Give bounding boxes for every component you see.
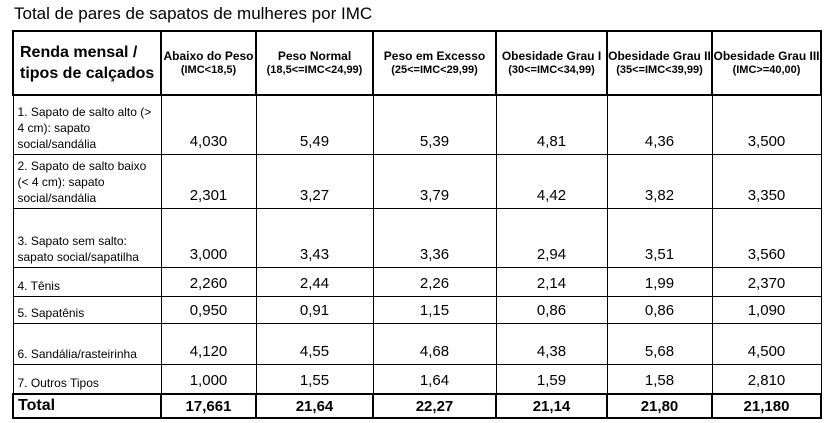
column-range: (35<=IMC<39,99) [616, 64, 703, 76]
table-cell: 5,49 [255, 94, 374, 155]
table-cell: 3,82 [606, 154, 713, 209]
table-cell: 3,000 [160, 208, 257, 268]
table-cell: 0,86 [606, 296, 713, 324]
table-row: 5. Sapatênis 0,950 0,91 1,15 0,86 0,86 1… [12, 296, 822, 324]
row-label-header: Renda mensal / tipos de calçados [12, 30, 162, 96]
table-cell: 3,350 [711, 154, 822, 209]
row-label: 6. Sandália/rasteirinha [12, 323, 162, 365]
table-row: 6. Sandália/rasteirinha 4,120 4,55 4,68 … [12, 323, 822, 365]
table-cell: 4,500 [711, 323, 822, 365]
total-cell: 22,27 [372, 393, 497, 419]
table-cell: 2,14 [495, 267, 608, 297]
total-cell: 21,180 [711, 393, 822, 419]
table-cell: 1,58 [606, 364, 713, 395]
table-cell: 1,59 [495, 364, 608, 395]
table-cell: 1,64 [372, 364, 497, 395]
row-label: 4. Tênis [12, 267, 162, 297]
column-header: Obesidade Grau II (35<=IMC<39,99) [606, 30, 713, 96]
table-row: 3. Sapato sem salto: sapato social/sapat… [12, 208, 822, 268]
table-row: 4. Tênis 2,260 2,44 2,26 2,14 1,99 2,370 [12, 267, 822, 297]
row-label: 5. Sapatênis [12, 296, 162, 324]
table-cell: 2,44 [255, 267, 374, 297]
column-name: Peso em Excesso [383, 49, 486, 63]
table-cell: 2,301 [160, 154, 257, 209]
column-header: Obesidade Grau I (30<=IMC<34,99) [495, 30, 608, 96]
table-row: 2. Sapato de salto baixo (< 4 cm): sapat… [12, 154, 822, 209]
table-cell: 3,43 [255, 208, 374, 268]
table-cell: 3,27 [255, 154, 374, 209]
table-cell: 1,99 [606, 267, 713, 297]
table-cell: 3,36 [372, 208, 497, 268]
column-name: Peso Normal [277, 49, 352, 63]
row-label: 7. Outros Tipos [12, 364, 162, 395]
table-cell: 3,500 [711, 94, 822, 155]
table-cell: 2,94 [495, 208, 608, 268]
column-header: Obesidade Grau III (IMC>=40,00) [711, 30, 822, 96]
table-cell: 1,55 [255, 364, 374, 395]
column-header: Abaixo do Peso (IMC<18,5) [160, 30, 257, 96]
table-cell: 4,36 [606, 94, 713, 155]
column-range: (IMC<18,5) [180, 64, 237, 76]
total-cell: 21,80 [606, 393, 713, 419]
column-header: Peso Normal (18,5<=IMC<24,99) [255, 30, 374, 96]
column-range: (25<=IMC<29,99) [391, 64, 478, 76]
column-range: (18,5<=IMC<24,99) [266, 64, 363, 76]
row-label: 3. Sapato sem salto: sapato social/sapat… [12, 208, 162, 268]
table-cell: 2,370 [711, 267, 822, 297]
column-range: (IMC>=40,00) [732, 64, 801, 76]
total-cell: 17,661 [160, 393, 257, 419]
table-row: 7. Outros Tipos 1,000 1,55 1,64 1,59 1,5… [12, 364, 822, 395]
table-cell: 2,810 [711, 364, 822, 395]
column-name: Abaixo do Peso [163, 49, 254, 63]
table-cell: 4,81 [495, 94, 608, 155]
table-cell: 1,15 [372, 296, 497, 324]
table-cell: 4,120 [160, 323, 257, 365]
table-title: Total de pares de sapatos de mulheres po… [14, 4, 373, 23]
total-row: Total 17,661 21,64 22,27 21,14 21,80 21,… [12, 393, 822, 419]
table-cell: 4,38 [495, 323, 608, 365]
table-cell: 3,79 [372, 154, 497, 209]
table-cell: 4,030 [160, 94, 257, 155]
column-range: (30<=IMC<34,99) [508, 64, 595, 76]
table-cell: 0,86 [495, 296, 608, 324]
column-name: Obesidade Grau II [608, 49, 711, 63]
table-cell: 0,950 [160, 296, 257, 324]
table-cell: 1,000 [160, 364, 257, 395]
table-cell: 2,260 [160, 267, 257, 297]
table-cell: 1,090 [711, 296, 822, 324]
table-cell: 0,91 [255, 296, 374, 324]
table-cell: 4,55 [255, 323, 374, 365]
total-cell: 21,64 [255, 393, 374, 419]
table-cell: 2,26 [372, 267, 497, 297]
table-cell: 3,51 [606, 208, 713, 268]
total-label: Total [12, 393, 162, 419]
column-header: Peso em Excesso (25<=IMC<29,99) [372, 30, 497, 96]
table-cell: 4,68 [372, 323, 497, 365]
row-label: 2. Sapato de salto baixo (< 4 cm): sapat… [12, 154, 162, 209]
table-cell: 3,560 [711, 208, 822, 268]
table-cell: 5,68 [606, 323, 713, 365]
shoes-by-bmi-table: Renda mensal / tipos de calçados Abaixo … [12, 30, 822, 419]
total-cell: 21,14 [495, 393, 608, 419]
table-cell: 5,39 [372, 94, 497, 155]
table-cell: 4,42 [495, 154, 608, 209]
table-row: 1. Sapato de salto alto (> 4 cm): sapato… [12, 94, 822, 155]
column-name: Obesidade Grau I [501, 49, 602, 63]
column-name: Obesidade Grau III [713, 49, 820, 63]
header-row: Renda mensal / tipos de calçados Abaixo … [12, 30, 822, 96]
row-label: 1. Sapato de salto alto (> 4 cm): sapato… [12, 94, 162, 155]
